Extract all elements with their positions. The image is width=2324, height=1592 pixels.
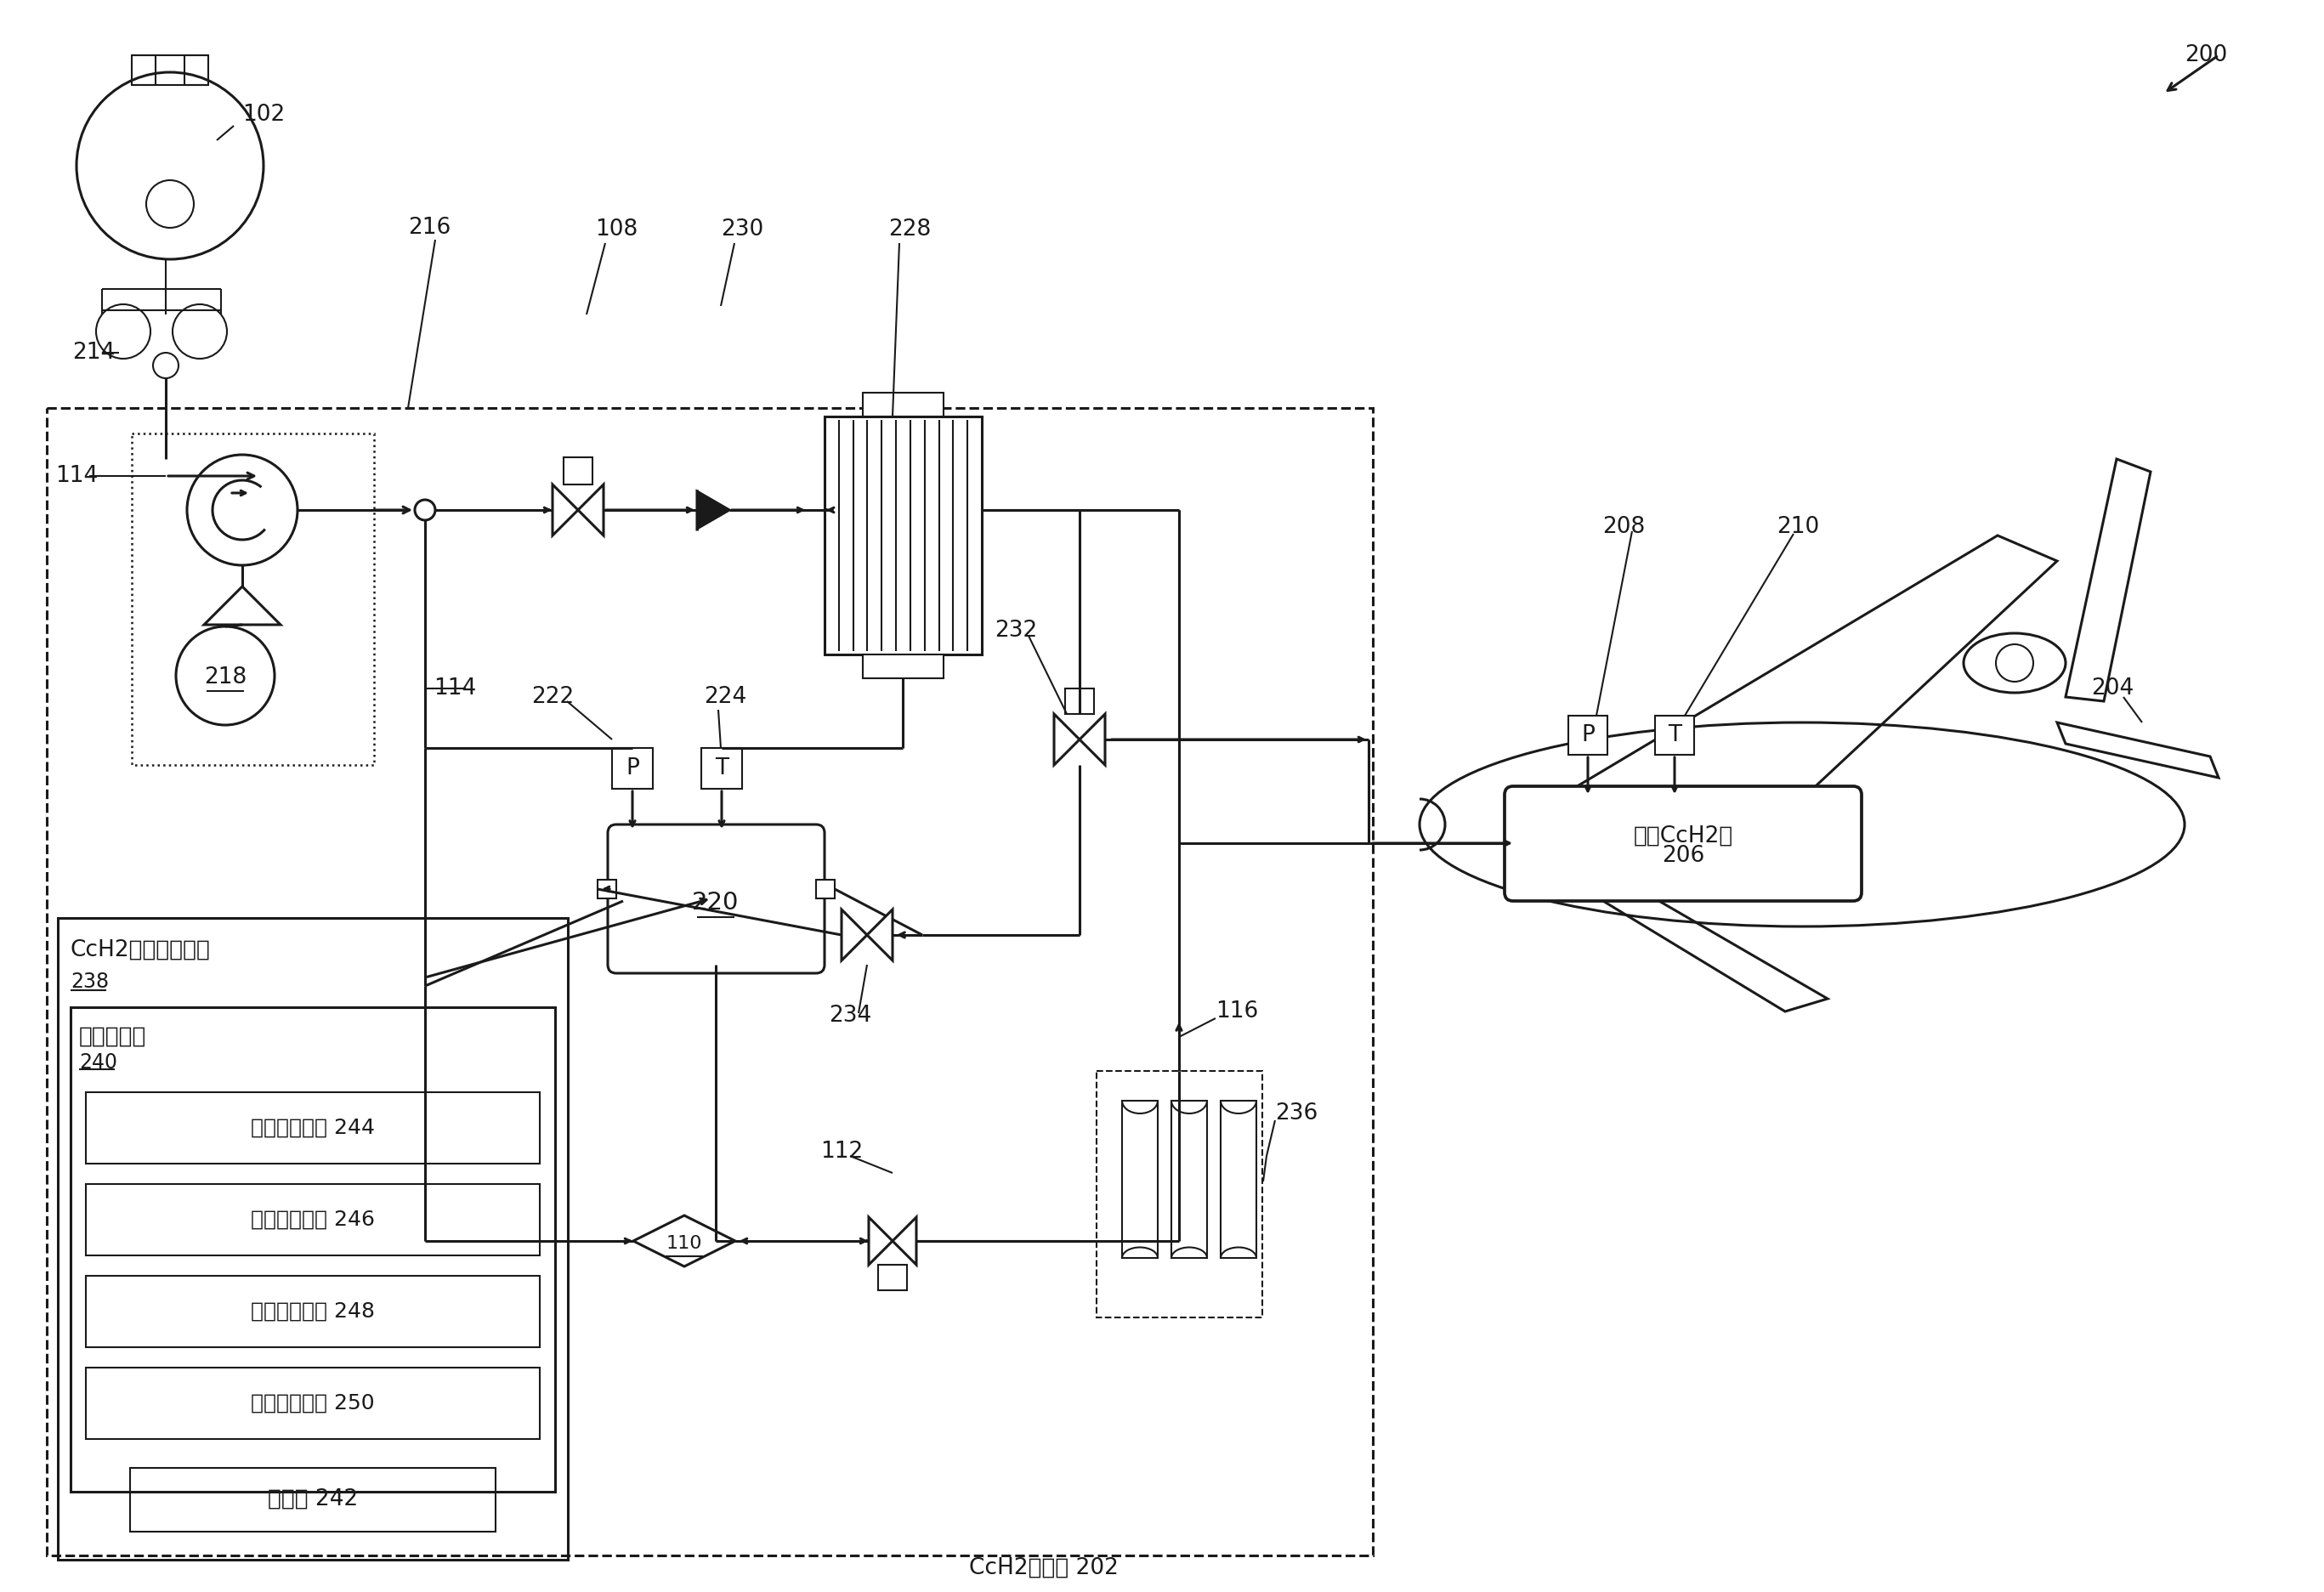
Bar xyxy=(702,748,741,788)
Text: 110: 110 xyxy=(667,1235,702,1251)
Polygon shape xyxy=(841,909,867,960)
Bar xyxy=(132,433,374,766)
Text: 流率环路电路 244: 流率环路电路 244 xyxy=(251,1118,374,1138)
Text: 218: 218 xyxy=(205,667,246,688)
Bar xyxy=(825,417,981,654)
Text: 112: 112 xyxy=(820,1140,862,1162)
Polygon shape xyxy=(1055,713,1081,766)
Bar xyxy=(1171,1100,1206,1258)
Text: 222: 222 xyxy=(532,686,574,708)
Polygon shape xyxy=(869,1218,892,1264)
Text: CcH2加注器控制器: CcH2加注器控制器 xyxy=(70,939,211,962)
Polygon shape xyxy=(579,484,604,535)
Bar xyxy=(878,1264,906,1290)
Text: 214: 214 xyxy=(72,342,114,365)
Text: 204: 204 xyxy=(2092,678,2133,699)
Text: 温度环路电路 248: 温度环路电路 248 xyxy=(251,1301,374,1321)
Bar xyxy=(611,748,653,788)
Text: 机载CcH2罐: 机载CcH2罐 xyxy=(1634,825,1734,847)
Text: 处理器电路: 处理器电路 xyxy=(79,1025,146,1048)
Text: 228: 228 xyxy=(888,218,932,240)
Polygon shape xyxy=(1081,713,1104,766)
Bar xyxy=(1569,716,1608,755)
Polygon shape xyxy=(867,909,892,960)
Text: P: P xyxy=(625,758,639,780)
Text: 102: 102 xyxy=(242,103,286,126)
Text: 224: 224 xyxy=(704,686,746,708)
Bar xyxy=(46,408,1373,1555)
Bar xyxy=(130,1468,495,1532)
Bar xyxy=(1122,1100,1157,1258)
Polygon shape xyxy=(697,492,730,529)
Text: 200: 200 xyxy=(2185,45,2226,67)
Bar xyxy=(1655,716,1694,755)
Text: 232: 232 xyxy=(995,619,1037,642)
Text: 210: 210 xyxy=(1776,516,1820,538)
Bar xyxy=(86,1368,539,1439)
Bar xyxy=(862,654,944,678)
Text: 238: 238 xyxy=(70,971,109,992)
Text: T: T xyxy=(1669,724,1683,747)
Text: 116: 116 xyxy=(1215,1000,1257,1022)
Bar xyxy=(184,56,209,84)
Text: 108: 108 xyxy=(595,218,637,240)
Polygon shape xyxy=(553,484,579,535)
Text: P: P xyxy=(1580,724,1594,747)
Text: 240: 240 xyxy=(79,1052,116,1073)
Bar xyxy=(1064,688,1095,713)
FancyBboxPatch shape xyxy=(609,825,825,973)
Text: 216: 216 xyxy=(409,217,451,239)
Text: 206: 206 xyxy=(1662,845,1703,868)
Text: 230: 230 xyxy=(720,218,765,240)
Bar xyxy=(565,457,593,484)
Text: 存储器 242: 存储器 242 xyxy=(267,1489,358,1511)
Text: 234: 234 xyxy=(830,1005,872,1027)
Bar xyxy=(58,919,567,1560)
Text: 114: 114 xyxy=(435,678,476,699)
FancyBboxPatch shape xyxy=(1504,786,1862,901)
Text: 114: 114 xyxy=(56,465,98,487)
Bar xyxy=(597,880,616,898)
Bar xyxy=(86,1092,539,1164)
Bar xyxy=(86,1184,539,1256)
Bar xyxy=(70,1008,555,1492)
Text: 220: 220 xyxy=(693,892,739,914)
Text: 压力环路电路 246: 压力环路电路 246 xyxy=(251,1210,374,1231)
Bar xyxy=(816,880,834,898)
Text: 236: 236 xyxy=(1276,1102,1318,1124)
Bar xyxy=(132,56,156,84)
Text: CcH2加注器 202: CcH2加注器 202 xyxy=(969,1557,1118,1579)
Bar xyxy=(1097,1071,1262,1318)
Text: 208: 208 xyxy=(1601,516,1645,538)
Text: 位置环路电路 250: 位置环路电路 250 xyxy=(251,1393,374,1414)
Bar xyxy=(86,1275,539,1347)
Bar xyxy=(862,393,944,417)
Bar xyxy=(1220,1100,1257,1258)
Polygon shape xyxy=(892,1218,916,1264)
Text: T: T xyxy=(716,758,727,780)
